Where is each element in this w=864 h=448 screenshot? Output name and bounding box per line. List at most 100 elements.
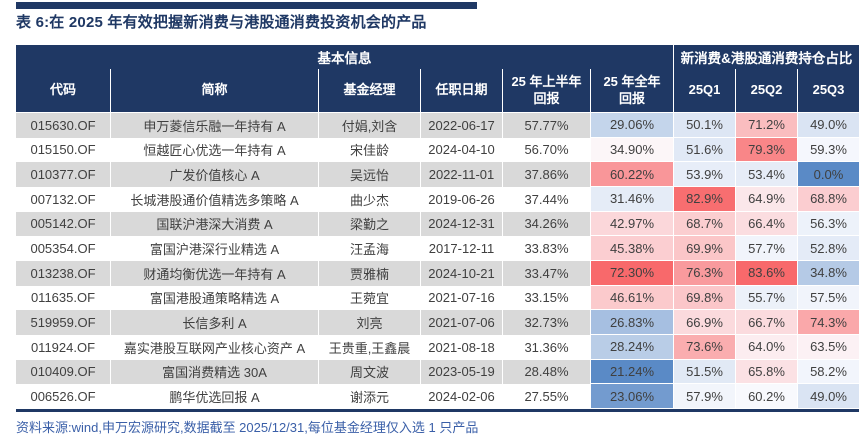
q2-2025-holding-cell: 66.4% [735,211,797,237]
q3-2025-holding-cell: 59.3% [797,137,859,163]
h1-2025-return-cell: 27.55% [502,384,590,409]
h1-2025-return-cell: 33.15% [502,285,590,311]
fund-name-cell: 富国港股通策略精选 A [110,285,318,311]
q3-2025-holding-cell: 56.3% [797,211,859,237]
fund-manager-cell: 刘亮 [318,310,420,335]
fund-code-cell: 005142.OF [16,211,110,237]
q1-2025-holding-cell: 73.6% [673,334,735,360]
q1-2025-holding-cell: 53.9% [673,162,735,187]
fund-name-cell: 长信多利 A [110,310,318,335]
q2-2025-holding-cell: 66.7% [735,310,797,335]
fund-name-cell: 鹏华优选回报 A [110,384,318,409]
column-header-3: 任职日期 [420,69,502,112]
fy-2025-return-cell: 34.90% [590,137,673,163]
table-row: 006526.OF 鹏华优选回报 A 谢添元 2024-02-06 27.55%… [16,384,859,409]
fy-2025-return-cell: 23.06% [590,384,673,409]
h1-2025-return-cell: 28.48% [502,359,590,385]
h1-2025-return-cell: 37.86% [502,162,590,187]
fund-manager-cell: 王菀宜 [318,285,420,311]
column-header-2: 基金经理 [318,69,420,112]
column-header-8: 25Q3 [797,69,859,112]
table-row: 007132.OF 长城港股通价值精选多策略 A 曲少杰 2019-06-26 … [16,186,859,212]
fy-2025-return-cell: 26.83% [590,310,673,335]
tenure-date-cell: 2024-04-10 [420,137,502,163]
tenure-date-cell: 2019-06-26 [420,186,502,212]
q3-2025-holding-cell: 63.5% [797,334,859,360]
q1-2025-holding-cell: 66.9% [673,310,735,335]
table-row: 013238.OF 财通均衡优选一年持有 A 贾雅楠 2024-10-21 33… [16,260,859,286]
fund-code-cell: 011924.OF [16,334,110,360]
fy-2025-return-cell: 60.22% [590,162,673,187]
fy-2025-return-cell: 45.38% [590,236,673,261]
q1-2025-holding-cell: 68.7% [673,211,735,237]
table-row: 011924.OF 嘉实港股互联网产业核心资产 A 王贵重,王鑫晨 2021-0… [16,334,859,360]
fy-2025-return-cell: 21.24% [590,359,673,385]
q2-2025-holding-cell: 60.2% [735,384,797,409]
q2-2025-holding-cell: 64.9% [735,186,797,212]
fund-name-cell: 恒越匠心优选一年持有 A [110,137,318,163]
table-body: 015630.OF 申万菱信乐融一年持有 A 付娟,刘含 2022-06-17 … [16,113,859,409]
h1-2025-return-cell: 31.36% [502,334,590,360]
q3-2025-holding-cell: 49.0% [797,113,859,138]
fund-code-cell: 006526.OF [16,384,110,409]
q2-2025-holding-cell: 57.7% [735,236,797,261]
q2-2025-holding-cell: 83.6% [735,260,797,286]
column-header-0: 代码 [49,82,76,98]
q1-2025-holding-cell: 82.9% [673,186,735,212]
tenure-date-cell: 2024-12-31 [420,211,502,237]
table-row: 005142.OF 国联沪港深大消费 A 梁勤之 2024-12-31 34.2… [16,211,859,237]
q2-2025-holding-cell: 53.4% [735,162,797,187]
h1-2025-return-cell: 33.47% [502,260,590,286]
q2-2025-holding-cell: 55.7% [735,285,797,311]
q1-2025-holding-cell: 51.6% [673,137,735,163]
fund-name-cell: 广发价值核心 A [110,162,318,187]
q1-2025-holding-cell: 76.3% [673,260,735,286]
fy-2025-return-cell: 28.24% [590,334,673,360]
q3-2025-holding-cell: 68.8% [797,186,859,212]
h1-2025-return-cell: 56.70% [502,137,590,163]
fund-manager-cell: 梁勤之 [318,211,420,237]
table-row: 011635.OF 富国港股通策略精选 A 王菀宜 2021-07-16 33.… [16,285,859,311]
fund-manager-cell: 吴远怡 [318,162,420,187]
fund-code-cell: 519959.OF [16,310,110,335]
table-row: 015150.OF 恒越匠心优选一年持有 A 宋佳龄 2024-04-10 56… [16,137,859,163]
tenure-date-cell: 2021-07-06 [420,310,502,335]
fund-manager-cell: 谢添元 [318,384,420,409]
tenure-date-cell: 2024-02-06 [420,384,502,409]
q3-2025-holding-cell: 58.2% [797,359,859,385]
fund-manager-cell: 王贵重,王鑫晨 [318,334,420,360]
fund-manager-cell: 贾雅楠 [318,260,420,286]
column-header-4: 25 年上半年 回报 [502,69,590,112]
fund-table: 基本信息 新消费&港股通消费持仓占比 代码 简称 基金经理 任职日期 25 年上半年 回报… [16,45,859,412]
table-row: 005354.OF 富国沪港深行业精选 A 汪孟海 2017-12-11 33.… [16,236,859,261]
fund-manager-cell: 汪孟海 [318,236,420,261]
group-header-basic-info: 基本信息 [317,51,372,66]
fund-code-cell: 015630.OF [16,113,110,138]
q2-2025-holding-cell: 64.0% [735,334,797,360]
fy-2025-return-cell: 72.30% [590,260,673,286]
table-header: 基本信息 新消费&港股通消费持仓占比 代码 简称 基金经理 任职日期 25 年上半年 回报… [16,45,859,113]
table-row: 010377.OF 广发价值核心 A 吴远怡 2022-11-01 37.86%… [16,162,859,187]
fund-name-cell: 富国消费精选 30A [110,359,318,385]
tenure-date-cell: 2017-12-11 [420,236,502,261]
fund-manager-cell: 付娟,刘含 [318,113,420,138]
fund-manager-cell: 周文波 [318,359,420,385]
fund-code-cell: 007132.OF [16,186,110,212]
table-bottom-border [16,408,859,412]
q3-2025-holding-cell: 49.0% [797,384,859,409]
h1-2025-return-cell: 33.83% [502,236,590,261]
column-header-row: 代码 简称 基金经理 任职日期 25 年上半年 回报 25 年全年 回报 25Q1 25Q2 25Q… [16,69,859,112]
q3-2025-holding-cell: 34.8% [797,260,859,286]
tenure-date-cell: 2022-06-17 [420,113,502,138]
q1-2025-holding-cell: 50.1% [673,113,735,138]
fund-manager-cell: 宋佳龄 [318,137,420,163]
fund-name-cell: 长城港股通价值精选多策略 A [110,186,318,212]
q2-2025-holding-cell: 79.3% [735,137,797,163]
fy-2025-return-cell: 42.97% [590,211,673,237]
tenure-date-cell: 2024-10-21 [420,260,502,286]
column-header-5: 25 年全年 回报 [590,69,673,112]
q2-2025-holding-cell: 65.8% [735,359,797,385]
q1-2025-holding-cell: 57.9% [673,384,735,409]
fund-code-cell: 013238.OF [16,260,110,286]
q1-2025-holding-cell: 51.5% [673,359,735,385]
